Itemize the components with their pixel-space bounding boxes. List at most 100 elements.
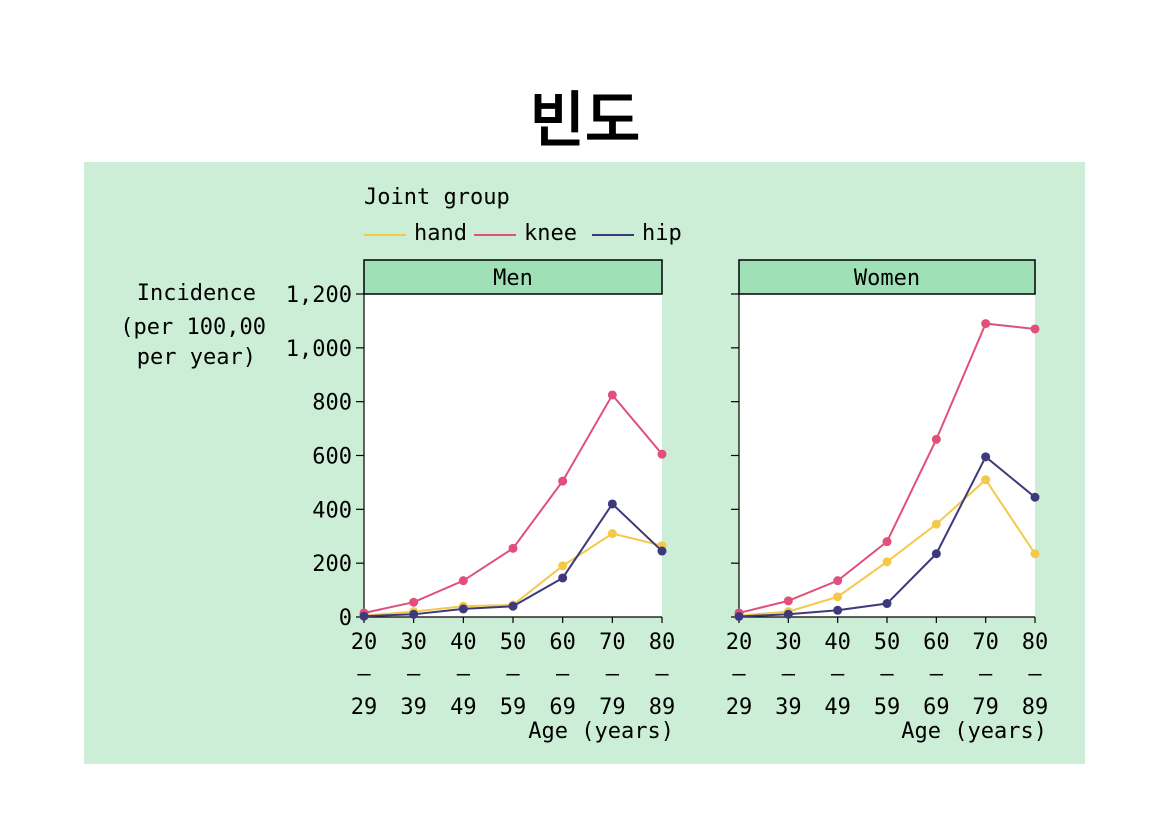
panel-title: Women [854, 266, 920, 291]
data-point-hand [833, 592, 843, 602]
data-point-knee [409, 597, 419, 607]
x-tick-dash: – [606, 662, 620, 687]
x-tick-label-top: 70 [972, 630, 999, 655]
plot-area [739, 294, 1035, 617]
x-tick-label-bottom: 79 [599, 695, 626, 720]
plot-area [364, 294, 662, 617]
x-tick-label-bottom: 49 [450, 695, 477, 720]
x-tick-label-top: 80 [649, 630, 676, 655]
data-point-hip [783, 609, 793, 619]
panel-women: Women 20 – 29 30 – 39 40 – 49 50 – 59 60 – 69 70 – 79 80 – 89… [726, 259, 1049, 744]
data-point-hip [657, 546, 667, 556]
y-axis-label-line3: per year) [137, 345, 256, 370]
x-tick-label-bottom: 69 [549, 695, 576, 720]
y-tick-label: 1,000 [286, 337, 352, 362]
x-tick-dash: – [930, 662, 944, 687]
x-tick-label-top: 60 [549, 630, 576, 655]
data-point-hand [931, 519, 941, 529]
panel-men: Men 0 200 400 600 800 1,000 1,200 20 – 29 30 – 39 40 – 4… [286, 259, 676, 744]
data-point-knee [783, 596, 793, 606]
legend-label-knee: knee [524, 221, 577, 246]
x-tick-label-top: 20 [726, 630, 753, 655]
y-tick-label: 200 [312, 552, 352, 577]
x-tick-dash: – [831, 662, 845, 687]
x-tick-dash: – [782, 662, 796, 687]
x-tick-label-bottom: 69 [923, 695, 950, 720]
x-tick-label-top: 50 [874, 630, 901, 655]
data-point-hip [931, 549, 941, 559]
x-axis-label: Age (years) [528, 719, 674, 744]
x-tick-dash: – [357, 662, 371, 687]
y-tick-label: 1,200 [286, 283, 352, 308]
x-tick-label-top: 40 [824, 630, 851, 655]
data-point-knee [833, 576, 843, 586]
x-tick-label-top: 30 [775, 630, 802, 655]
panel-strip [363, 259, 663, 295]
y-axis-label-line1: Incidence [137, 281, 256, 306]
data-point-hip [607, 499, 617, 509]
data-point-knee [558, 476, 568, 486]
x-tick-dash: – [556, 662, 570, 687]
data-point-knee [1030, 324, 1040, 334]
data-point-hand [1030, 549, 1040, 559]
slide-title: 빈도 [529, 86, 641, 156]
x-tick-label-bottom: 49 [824, 695, 851, 720]
x-tick-label-top: 60 [923, 630, 950, 655]
data-point-knee [508, 543, 518, 553]
legend: hand knee hip [364, 221, 682, 246]
x-tick-dash: – [880, 662, 894, 687]
data-point-hip [558, 573, 568, 583]
x-tick-label-bottom: 59 [500, 695, 527, 720]
data-point-hip [981, 452, 991, 462]
data-point-hip [409, 609, 419, 619]
y-tick-label: 600 [312, 445, 352, 470]
x-tick-label-top: 30 [400, 630, 427, 655]
data-point-hand [558, 561, 568, 571]
panel-title: Men [493, 266, 533, 291]
x-tick-label-top: 50 [500, 630, 527, 655]
data-point-hip [359, 611, 369, 621]
data-point-knee [458, 576, 468, 586]
data-point-hip [833, 605, 843, 615]
data-point-knee [607, 390, 617, 400]
data-point-knee [882, 537, 892, 547]
y-tick-label: 400 [312, 498, 352, 523]
legend-label-hip: hip [642, 221, 682, 246]
x-tick-dash: – [655, 662, 669, 687]
x-tick-label-bottom: 29 [726, 695, 753, 720]
y-tick-label: 800 [312, 391, 352, 416]
x-tick-label-bottom: 89 [649, 695, 676, 720]
data-point-knee [931, 434, 941, 444]
x-tick-label-bottom: 29 [351, 695, 378, 720]
x-tick-label-bottom: 39 [400, 695, 427, 720]
data-point-hand [882, 557, 892, 567]
x-tick-dash: – [1028, 662, 1042, 687]
data-point-hip [508, 601, 518, 611]
x-tick-label-bottom: 89 [1022, 695, 1049, 720]
x-tick-dash: – [506, 662, 520, 687]
x-tick-label-top: 70 [599, 630, 626, 655]
data-point-knee [657, 449, 667, 459]
y-axis-label-line2: (per 100,00 [120, 315, 266, 340]
legend-label-hand: hand [414, 221, 467, 246]
data-point-hip [882, 599, 892, 609]
x-tick-label-top: 20 [351, 630, 378, 655]
data-point-hip [1030, 492, 1040, 502]
data-point-hip [734, 611, 744, 621]
x-tick-label-bottom: 59 [874, 695, 901, 720]
data-point-hand [981, 475, 991, 485]
legend-title: Joint group [364, 185, 510, 210]
x-tick-label-bottom: 39 [775, 695, 802, 720]
x-tick-dash: – [407, 662, 421, 687]
x-tick-dash: – [457, 662, 471, 687]
chart-figure: Joint group hand knee hip Incidence (per 1… [84, 162, 1085, 764]
data-point-hip [458, 604, 468, 614]
x-tick-dash: – [979, 662, 993, 687]
data-point-hand [607, 529, 617, 539]
x-tick-label-top: 40 [450, 630, 477, 655]
data-point-knee [981, 319, 991, 329]
x-tick-label-bottom: 79 [972, 695, 999, 720]
x-tick-dash: – [732, 662, 746, 687]
chart-svg: Joint group hand knee hip Incidence (per 1… [120, 185, 1049, 744]
y-tick-label: 0 [339, 606, 352, 631]
